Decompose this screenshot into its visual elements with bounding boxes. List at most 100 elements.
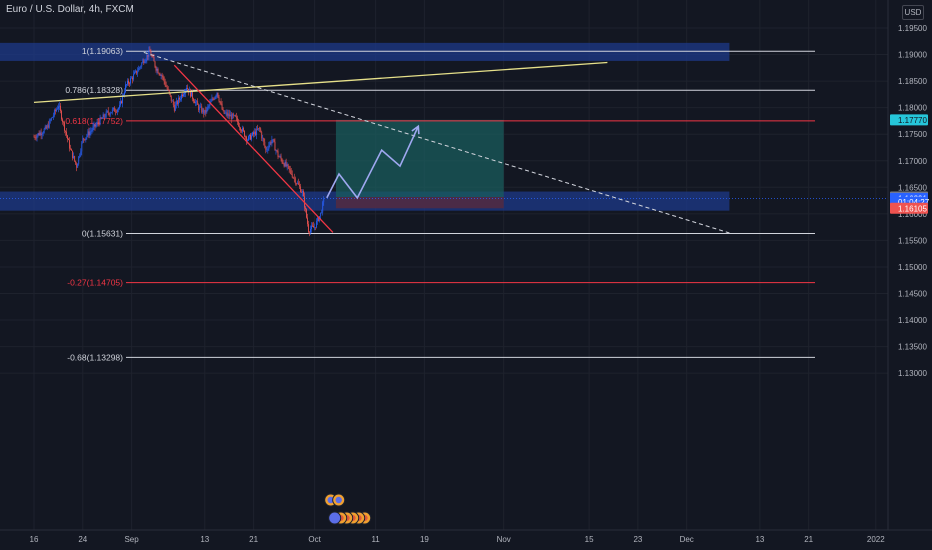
candle-body [285, 161, 287, 167]
candle-body [169, 92, 171, 96]
candle-body [55, 109, 57, 111]
candle-body [242, 128, 243, 132]
time-axis[interactable]: 16 24 Sep 13 21 Oct 11 19 Nov 15 23 Dec 13 21 2022 [30, 535, 886, 544]
candle-body [136, 70, 138, 74]
candle-body [134, 72, 136, 75]
candle-body [34, 136, 36, 138]
price-tick: 1.19000 [898, 51, 927, 60]
candle-body [127, 80, 128, 85]
candle-body [168, 89, 170, 93]
candle-body [282, 162, 284, 164]
fib-label: 0.786(1.18328) [65, 85, 123, 95]
candle-body [194, 101, 196, 104]
candle-body [163, 77, 165, 82]
candle-body [146, 54, 148, 60]
candle-body [320, 212, 322, 216]
candle-body [152, 56, 154, 57]
candle-body [190, 89, 191, 97]
candle-body [258, 128, 260, 130]
candle-body [276, 150, 278, 152]
candle-body [281, 159, 283, 163]
candle-body [72, 150, 74, 159]
time-tick: 24 [78, 535, 87, 544]
fib-label: 0(1.15631) [82, 228, 123, 238]
candle-body [177, 97, 179, 105]
candle-body [184, 93, 185, 95]
candle-body [254, 131, 256, 135]
candle-body [149, 50, 151, 52]
candle-body [214, 96, 216, 100]
candle-body [161, 75, 163, 77]
candle-body [113, 107, 115, 112]
candle-body [235, 116, 237, 118]
candle-body [53, 110, 55, 116]
candle-body [192, 92, 193, 99]
event-badges[interactable] [324, 493, 372, 525]
time-tick: Oct [308, 535, 321, 544]
candle-body [267, 149, 269, 150]
candle-body [271, 139, 273, 144]
candle-body [217, 92, 219, 98]
candle-body [193, 98, 195, 102]
yellow-trendline [33, 61, 608, 103]
candle-body [100, 117, 102, 119]
fib-label: 0.618(1.17752) [65, 116, 123, 126]
candle-body [119, 105, 120, 109]
candle-body [270, 142, 272, 144]
candles [33, 46, 325, 237]
candle-body [81, 142, 83, 152]
candle-body [60, 105, 61, 111]
candle-body [105, 111, 107, 117]
candle-body [121, 101, 122, 104]
currency-badge[interactable]: USD [902, 5, 924, 20]
candle-body [309, 232, 310, 233]
candle-body [167, 89, 169, 90]
candle-body [321, 212, 323, 214]
candle-body [291, 174, 293, 178]
price-axis[interactable]: 1.19500 1.19000 1.18500 1.18000 1.17500 1.170… [890, 24, 930, 378]
candle-body [35, 137, 37, 139]
candle-body [273, 139, 275, 142]
candle-body [244, 130, 245, 137]
candle-body [195, 101, 197, 104]
candle-body [69, 140, 70, 149]
candle-body [230, 114, 232, 120]
candle-body [108, 113, 110, 115]
candle-body [89, 131, 91, 136]
time-tick: 15 [585, 535, 594, 544]
candle-body [302, 191, 303, 193]
candle-body [234, 115, 236, 117]
projection-path [326, 125, 420, 200]
candle-body [140, 66, 142, 68]
candle-body [231, 113, 233, 120]
candle-body [283, 163, 285, 167]
candle-body [106, 110, 108, 112]
trendlines [33, 51, 730, 234]
candle-body [294, 178, 296, 184]
candle-body [299, 186, 301, 193]
candle-body [122, 95, 123, 104]
candle-body [298, 184, 300, 187]
candle-body [36, 135, 38, 139]
candle-body [44, 126, 46, 130]
candle-body [124, 92, 125, 95]
candle-body [56, 108, 58, 110]
candle-body [158, 73, 160, 75]
candle-body [92, 126, 94, 131]
candle-body [241, 130, 242, 132]
stop-zone [335, 197, 504, 209]
candle-body [295, 183, 297, 184]
candle-body [204, 110, 206, 114]
candle-body [236, 117, 238, 122]
candle-body [322, 202, 324, 213]
candle-body [135, 70, 137, 73]
candle-body [33, 136, 35, 138]
candle-body [117, 108, 119, 110]
candle-body [88, 131, 90, 136]
candle-body [245, 136, 246, 138]
candle-body [207, 106, 209, 108]
price-tick: 1.19500 [898, 24, 927, 33]
candle-body [253, 132, 254, 135]
candle-body [67, 135, 68, 140]
